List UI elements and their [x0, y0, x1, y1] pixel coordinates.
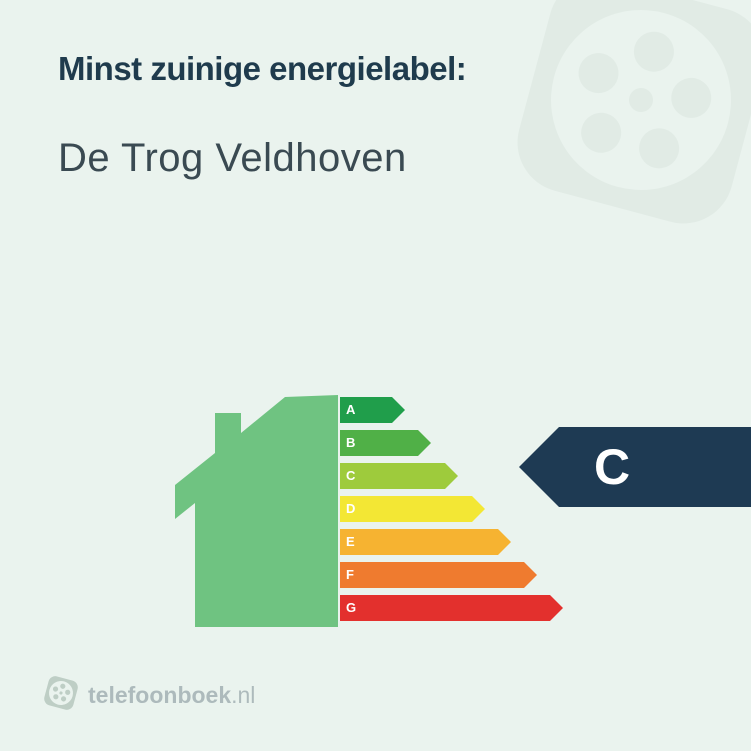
energy-bar-label: A — [346, 397, 355, 423]
brand-tld: .nl — [231, 682, 255, 708]
footer-brand: telefoonboek.nl — [44, 676, 255, 715]
rating-letter: C — [594, 427, 630, 507]
brand-name: telefoonboek — [88, 682, 231, 708]
brand-text: telefoonboek.nl — [88, 682, 255, 709]
energy-bar-label: E — [346, 529, 355, 555]
location-name: De Trog Veldhoven — [58, 136, 693, 181]
energy-bar-label: D — [346, 496, 355, 522]
energy-bar-label: G — [346, 595, 356, 621]
energy-label-graphic: ABCDEFG C — [175, 395, 751, 645]
rating-indicator: C — [519, 427, 751, 507]
page-title: Minst zuinige energielabel: — [58, 50, 693, 88]
brand-reel-icon — [44, 676, 78, 715]
energy-bar-label: C — [346, 463, 355, 489]
energy-bar-label: B — [346, 430, 355, 456]
energy-bar-label: F — [346, 562, 354, 588]
house-icon — [175, 395, 338, 627]
content-area: Minst zuinige energielabel: De Trog Veld… — [0, 0, 751, 181]
